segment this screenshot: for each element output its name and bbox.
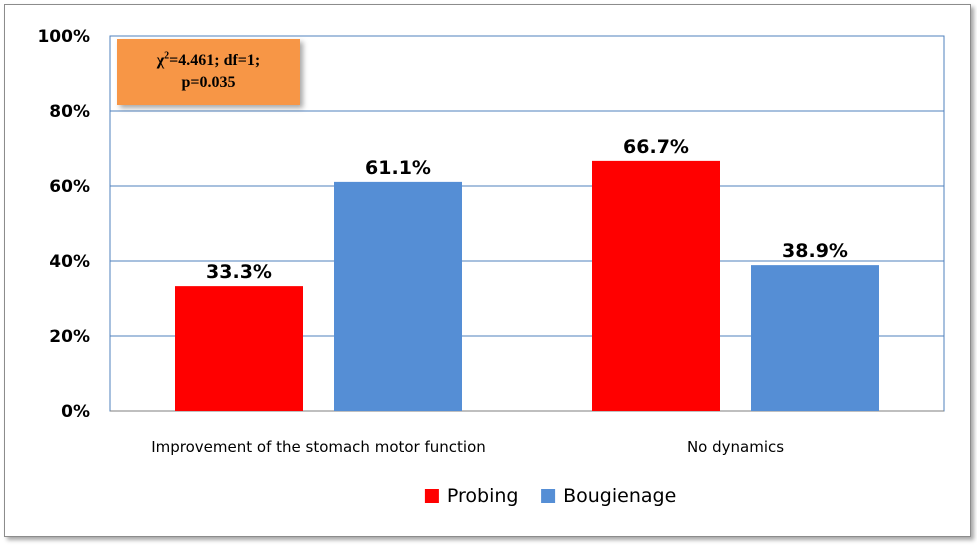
- x-category-label: No dynamics: [687, 438, 784, 456]
- annotation-line-1: χ2=4.461; df=1;: [117, 50, 300, 72]
- data-label: 66.7%: [623, 136, 689, 158]
- legend-swatch-probing: [424, 489, 439, 503]
- legend-label: Probing: [447, 485, 519, 507]
- legend-label: Bougienage: [563, 485, 676, 507]
- y-tick-label: 0%: [61, 402, 90, 422]
- y-tick-label: 20%: [49, 327, 90, 347]
- y-tick-label: 80%: [49, 102, 90, 122]
- data-label: 33.3%: [206, 261, 272, 283]
- y-tick-label: 60%: [49, 177, 90, 197]
- bar-probing: [175, 286, 303, 411]
- data-label: 38.9%: [782, 240, 848, 262]
- annotation-stats: =4.461; df=1;: [169, 52, 261, 69]
- legend-swatch-bougienage: [541, 489, 556, 503]
- data-label: 61.1%: [365, 157, 431, 179]
- bar-bougienage: [751, 265, 879, 411]
- chi-symbol: χ: [156, 52, 165, 69]
- chi-superscript: 2: [164, 50, 170, 62]
- bar-probing: [592, 160, 720, 411]
- y-tick-label: 100%: [37, 27, 90, 47]
- chi-square-annotation: χ2=4.461; df=1; p=0.035: [117, 39, 300, 105]
- annotation-line-2: p=0.035: [181, 74, 236, 91]
- x-category-label: Improvement of the stomach motor functio…: [151, 438, 486, 456]
- bar-bougienage: [334, 181, 462, 411]
- y-tick-label: 40%: [49, 252, 90, 272]
